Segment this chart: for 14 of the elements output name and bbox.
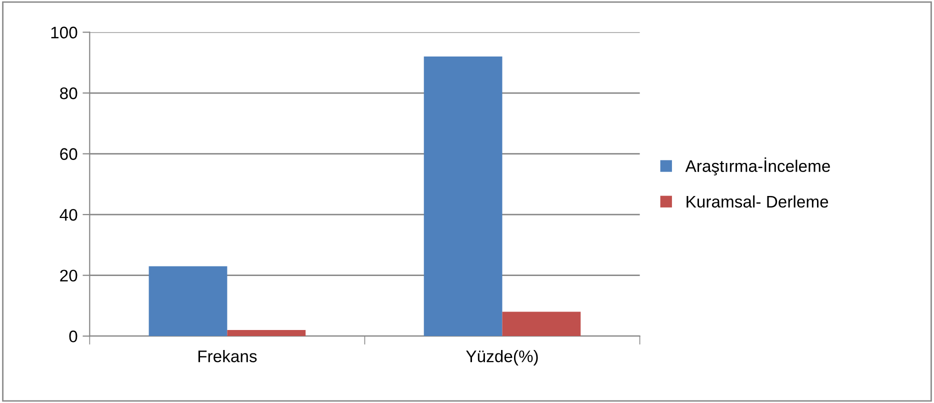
- bar: [424, 56, 502, 336]
- legend-label: Araştırma-İnceleme: [685, 157, 830, 176]
- bar: [227, 330, 306, 336]
- y-tick-label: 0: [69, 330, 78, 342]
- bar: [502, 312, 581, 336]
- legend-label: Kuramsal- Derleme: [686, 195, 828, 208]
- y-tick-label: 100: [51, 26, 78, 38]
- x-tick-label: Yüzde(%): [466, 350, 538, 366]
- x-tick-label: Frekans: [198, 350, 257, 362]
- bar: [148, 266, 228, 336]
- y-tick-label: 80: [60, 87, 78, 100]
- y-tick-label: 40: [60, 208, 78, 221]
- y-tick-label: 60: [60, 148, 78, 160]
- y-tick-label: 20: [60, 270, 78, 282]
